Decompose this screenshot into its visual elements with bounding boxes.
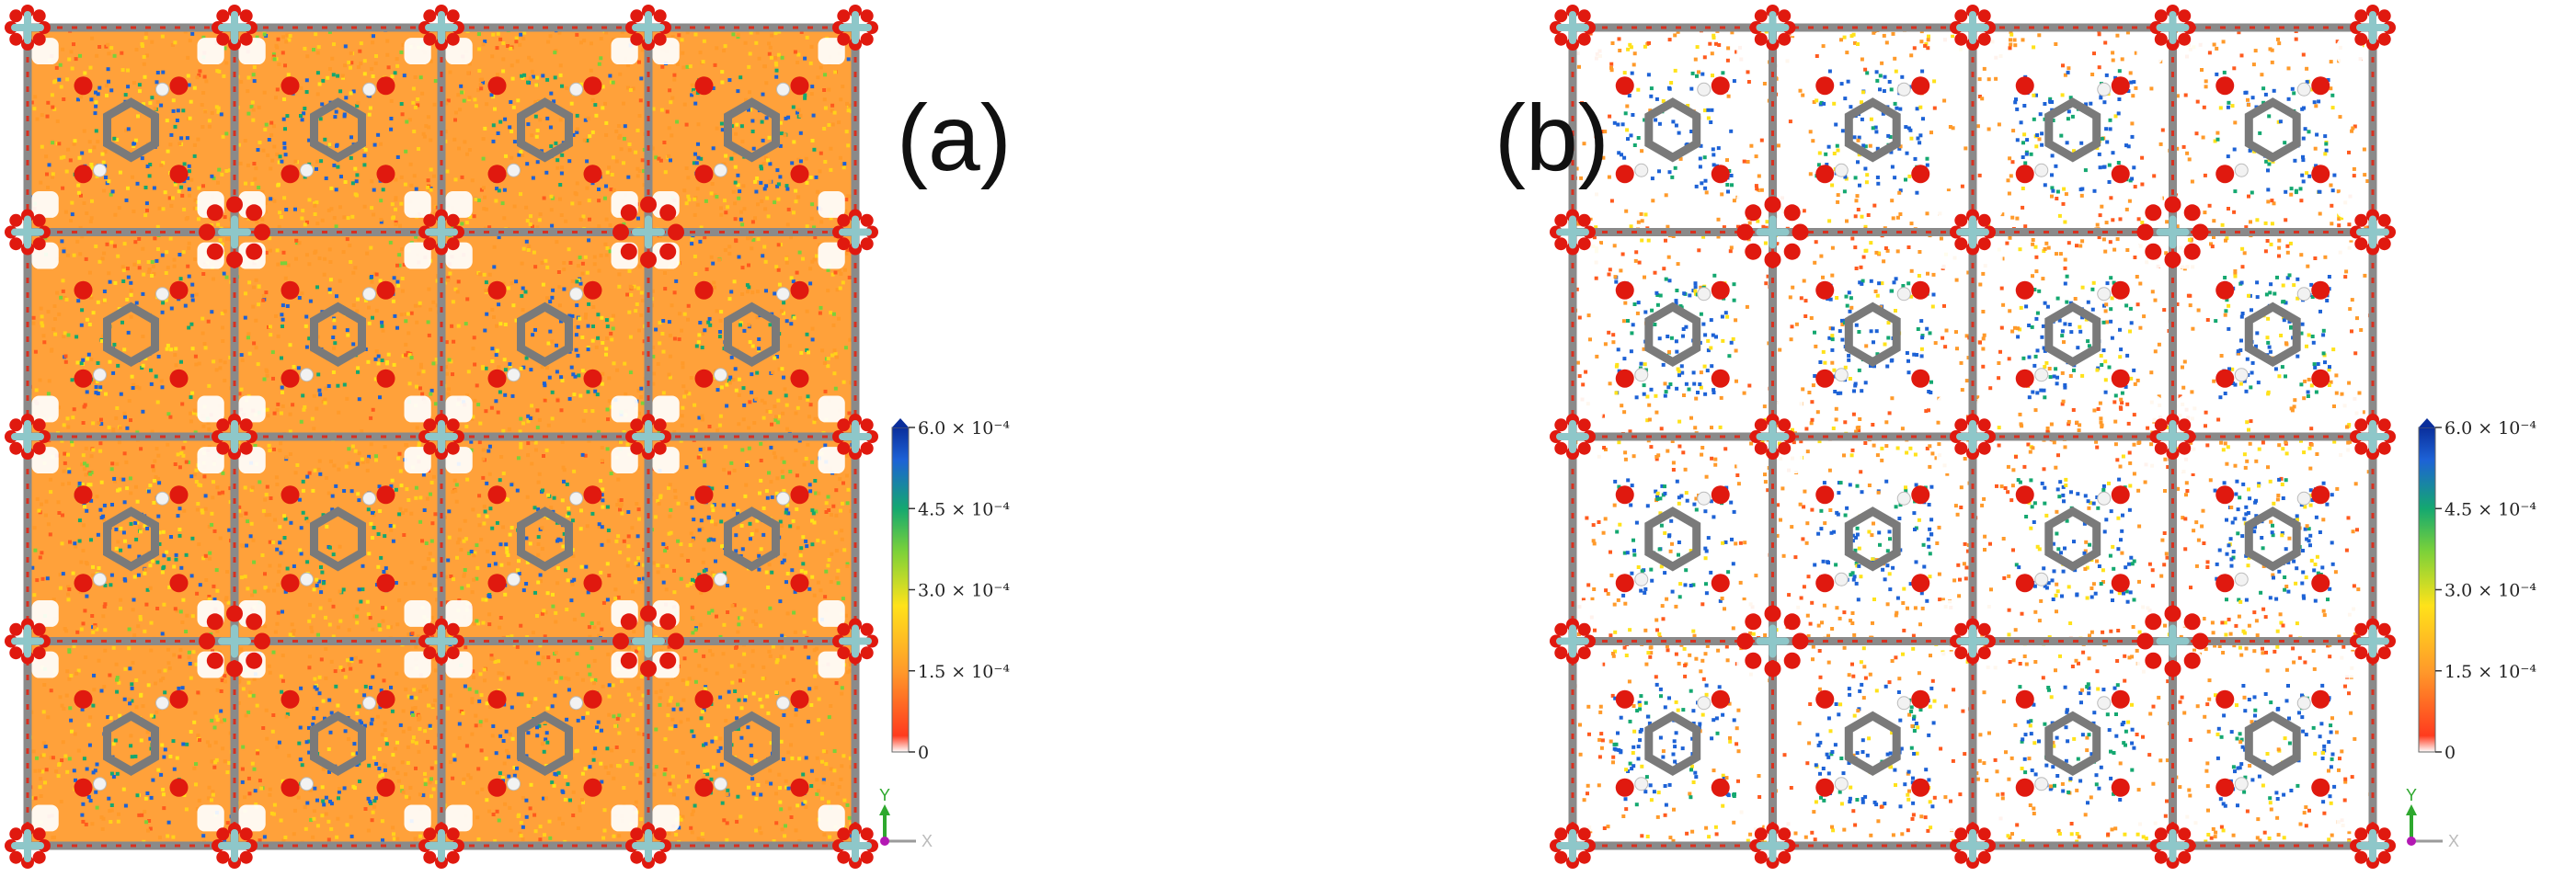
- colorbar-tick-label: 0: [2444, 743, 2456, 763]
- colorbar-tick-label: 0: [918, 743, 929, 763]
- structure-view-a: (a) 6.0 × 10⁻⁴ 4.5 × 10⁻⁴ 3.0 × 10⁻⁴ 1.5 × …: [5, 5, 1012, 869]
- colorbar-tick-label: 3.0 × 10⁻⁴: [2444, 581, 2536, 601]
- colorbar-tick-label: 1.5 × 10⁻⁴: [918, 662, 1010, 682]
- axis-y-label: Y: [879, 786, 890, 804]
- framework-a: [5, 5, 878, 869]
- colorbar-tick-label: 6.0 × 10⁻⁴: [2444, 418, 2536, 438]
- axis-triad-icon: YX: [879, 786, 933, 850]
- colorbar-tick-label: 3.0 × 10⁻⁴: [918, 581, 1010, 601]
- colorbar-tick-label: 6.0 × 10⁻⁴: [918, 418, 1010, 438]
- panel-label: (b): [1494, 85, 1609, 190]
- colorbar: 6.0 × 10⁻⁴ 4.5 × 10⁻⁴ 3.0 × 10⁻⁴ 1.5 × 10⁻⁴…: [2418, 418, 2536, 763]
- colorbar-tick-label: 4.5 × 10⁻⁴: [918, 499, 1010, 519]
- colorbar-tick-label: 4.5 × 10⁻⁴: [2444, 499, 2536, 519]
- axis-x-label: X: [922, 832, 933, 850]
- panel-label: (a): [897, 85, 1012, 190]
- axis-y-label: Y: [2406, 786, 2417, 804]
- panel-b: (b) 6.0 × 10⁻⁴ 4.5 × 10⁻⁴ 3.0 × 10⁻⁴ 1.5 × …: [1288, 0, 2575, 888]
- axis-x-label: X: [2448, 832, 2459, 850]
- axis-triad-icon: YX: [2406, 786, 2459, 850]
- structure-view-b: (b) 6.0 × 10⁻⁴ 4.5 × 10⁻⁴ 3.0 × 10⁻⁴ 1.5 × …: [1494, 5, 2536, 869]
- panel-a: (a) 6.0 × 10⁻⁴ 4.5 × 10⁻⁴ 3.0 × 10⁻⁴ 1.5 × …: [5, 5, 1012, 869]
- colorbar-tick-label: 1.5 × 10⁻⁴: [2444, 662, 2536, 682]
- framework-b: [1550, 5, 2396, 869]
- colorbar: 6.0 × 10⁻⁴ 4.5 × 10⁻⁴ 3.0 × 10⁻⁴ 1.5 × 10⁻⁴…: [891, 418, 1010, 763]
